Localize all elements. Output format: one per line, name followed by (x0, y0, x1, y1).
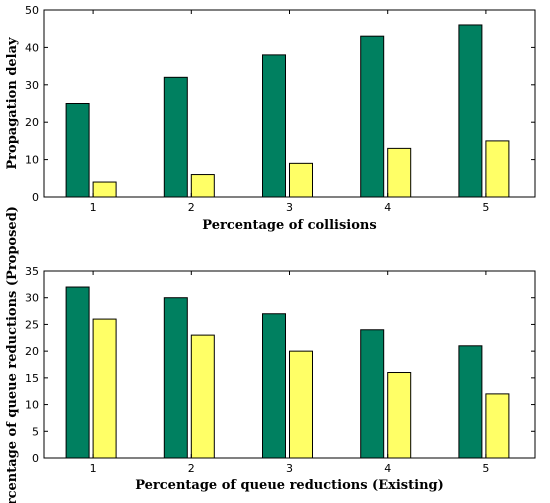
x-axis-ticks: 1 2 3 4 5 (90, 10, 489, 214)
chart-queue-reductions: 0 5 10 15 20 25 30 35 1 2 3 4 5 Percentage of queue… (5, 206, 536, 503)
x-tick-label: 5 (482, 201, 489, 214)
bar-series-2-cat-4 (387, 147, 412, 198)
bar-series-2-cat-4 (387, 372, 412, 459)
bar-series-1-cat-2 (163, 76, 188, 198)
bar-series-2-cat-3 (289, 350, 313, 459)
x-tick-label: 2 (188, 462, 195, 475)
y-tick-label: 0 (32, 191, 39, 204)
y-tick-label: 10 (25, 154, 39, 167)
x-tick-label: 1 (90, 462, 97, 475)
x-axis-ticks: 1 2 3 4 5 (90, 271, 489, 475)
x-tick-label: 4 (384, 201, 391, 214)
bar-series-1-cat-3 (262, 313, 286, 459)
bar-series-1-cat-1 (65, 286, 90, 459)
bar-series-2-cat-1 (92, 318, 117, 459)
y-tick-label: 25 (25, 318, 39, 331)
x-tick-label: 3 (286, 201, 293, 214)
bar-series-1-cat-5 (458, 24, 483, 198)
y-axis-ticks: 0 10 20 30 40 50 (25, 4, 535, 204)
y-tick-label: 35 (25, 265, 39, 278)
y-tick-label: 50 (25, 4, 39, 17)
x-axis-label: Percentage of collisions (202, 218, 376, 233)
y-tick-label: 30 (25, 292, 39, 305)
y-tick-label: 15 (25, 372, 39, 385)
bar-series-2-cat-1 (92, 181, 117, 198)
bar-series-1-cat-4 (360, 35, 385, 198)
y-axis-ticks: 0 5 10 15 20 25 30 35 (25, 265, 535, 465)
bar-series-2-cat-2 (190, 174, 215, 198)
bar-group (65, 24, 510, 198)
x-axis-label: Percentage of queue reductions (Existing… (135, 478, 444, 493)
y-axis-label: Percentage of queue reductions (Proposed… (5, 206, 20, 503)
bar-series-1-cat-1 (65, 103, 90, 198)
x-tick-label: 3 (286, 462, 293, 475)
bar-series-2-cat-3 (289, 162, 313, 198)
y-tick-label: 20 (25, 116, 39, 129)
bar-series-2-cat-5 (485, 140, 510, 198)
y-tick-label: 20 (25, 345, 39, 358)
y-tick-label: 10 (25, 399, 39, 412)
bar-series-1-cat-3 (262, 54, 286, 198)
chart-propagation-delay: 0 10 20 30 40 50 1 2 3 4 5 Percentage of collisio… (5, 4, 536, 233)
y-axis-label: Propagation delay (5, 37, 20, 170)
bar-series-2-cat-5 (485, 393, 510, 459)
bar-series-1-cat-5 (458, 345, 483, 459)
x-tick-label: 5 (482, 462, 489, 475)
bar-series-1-cat-4 (360, 329, 385, 459)
y-tick-label: 0 (32, 452, 39, 465)
y-tick-label: 30 (25, 79, 39, 92)
x-tick-label: 4 (384, 462, 391, 475)
y-tick-label: 5 (32, 425, 39, 438)
bar-series-1-cat-2 (163, 297, 188, 459)
bar-group (65, 286, 510, 459)
y-tick-label: 40 (25, 41, 39, 54)
x-tick-label: 1 (90, 201, 97, 214)
x-tick-label: 2 (188, 201, 195, 214)
bar-series-2-cat-2 (190, 334, 215, 459)
